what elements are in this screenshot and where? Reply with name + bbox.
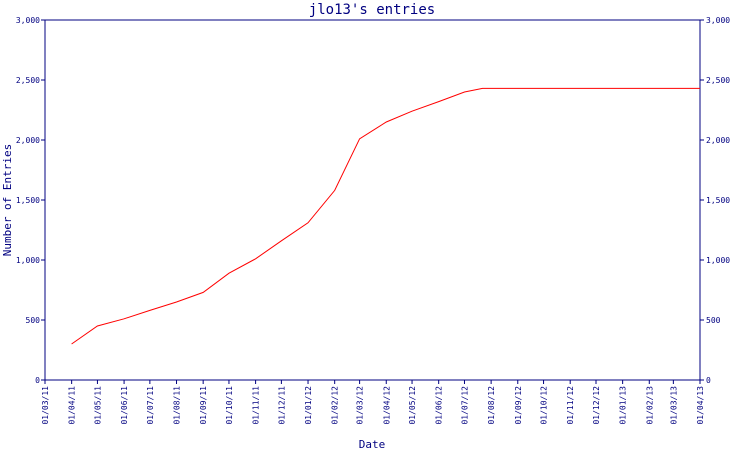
y-ticks-left: 0 500 1,000 1,500 2,000 2,500 3,000: [16, 16, 45, 385]
x-tick-label: 01/05/12: [408, 386, 417, 425]
x-ticks: 01/03/11 01/04/11 01/05/11 01/06/11 01/07/11…: [41, 380, 705, 425]
x-tick-label: 01/07/12: [460, 386, 469, 425]
x-tick-label: 01/02/13: [645, 386, 654, 425]
x-tick-label: 01/07/11: [146, 386, 155, 425]
y-tick-label-right: 2,500: [706, 76, 730, 85]
y-tick-label-left: 2,500: [16, 76, 40, 85]
x-tick-label: 01/03/11: [41, 386, 50, 425]
series-line: [71, 87, 700, 345]
x-tick-label: 01/02/12: [331, 386, 340, 425]
x-tick-label: 01/09/11: [199, 386, 208, 425]
y-tick-label-left: 2,000: [16, 136, 40, 145]
x-tick-label: 01/04/11: [68, 386, 77, 425]
y-tick-label-left: 500: [26, 316, 41, 325]
series-layer: [71, 87, 700, 345]
x-axis-label: Date: [359, 438, 386, 450]
x-tick-label: 01/11/11: [252, 386, 261, 425]
y-tick-label-left: 1,000: [16, 256, 40, 265]
x-tick-label: 01/12/12: [592, 386, 601, 425]
y-tick-label-right: 0: [706, 376, 711, 385]
x-tick-label: 01/01/13: [619, 386, 628, 425]
y-tick-label-left: 3,000: [16, 16, 40, 25]
y-tick-label-right: 3,000: [706, 16, 730, 25]
x-tick-label: 01/10/11: [225, 386, 234, 425]
x-tick-label: 01/06/11: [120, 386, 129, 425]
x-tick-label: 01/08/11: [173, 386, 182, 425]
x-tick-label: 01/08/12: [487, 386, 496, 425]
y-axis-label: Number of Entries: [1, 144, 14, 257]
x-tick-label: 01/11/12: [566, 386, 575, 425]
x-tick-label: 01/03/13: [669, 386, 678, 425]
y-tick-label-right: 500: [706, 316, 721, 325]
y-tick-label-left: 1,500: [16, 196, 40, 205]
y-ticks-right: 0 500 1,000 1,500 2,000 2,500 3,000: [700, 16, 730, 385]
y-tick-label-right: 1,500: [706, 196, 730, 205]
x-tick-label: 01/04/13: [696, 386, 705, 425]
y-tick-label-right: 2,000: [706, 136, 730, 145]
x-tick-label: 01/12/11: [277, 386, 286, 425]
x-tick-label: 01/01/12: [304, 386, 313, 425]
x-tick-label: 01/09/12: [514, 386, 523, 425]
x-tick-label: 01/04/12: [382, 386, 391, 425]
x-tick-label: 01/05/11: [93, 386, 102, 425]
axes: [44, 19, 701, 381]
x-tick-label: 01/06/12: [435, 386, 444, 425]
y-tick-label-left: 0: [35, 376, 40, 385]
chart-title: jlo13's entries: [309, 2, 435, 18]
x-tick-label: 01/10/12: [540, 386, 549, 425]
y-tick-label-right: 1,000: [706, 256, 730, 265]
x-tick-label: 01/03/12: [356, 386, 365, 425]
